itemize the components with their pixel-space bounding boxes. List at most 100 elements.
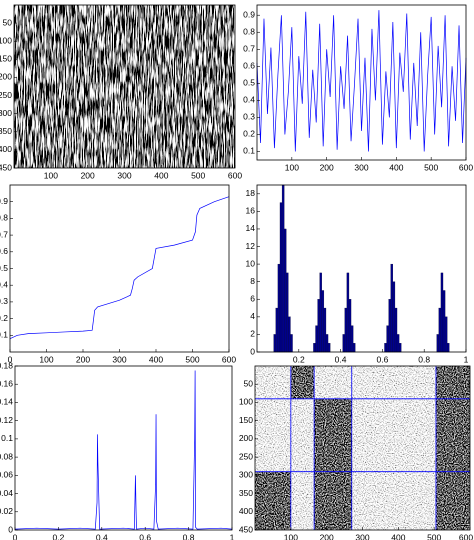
y-tick-label: 0.2 xyxy=(0,313,8,323)
y-tick-label: 18 xyxy=(246,188,256,198)
hist-bar xyxy=(327,343,331,353)
y-tick-label: 0.08 xyxy=(0,451,13,461)
data-line xyxy=(14,370,233,530)
y-tick-label: 10 xyxy=(246,258,256,268)
hist-bar xyxy=(396,334,400,353)
x-tick-label: 1 xyxy=(230,532,235,540)
hist-bar xyxy=(273,334,276,353)
axes-frame xyxy=(14,365,233,531)
x-tick-label: 500 xyxy=(427,532,441,540)
x-tick-label: 400 xyxy=(389,162,403,172)
hist-bar xyxy=(313,343,316,353)
y-tick-label: 0.5 xyxy=(243,78,255,88)
matrix-block xyxy=(255,471,291,530)
y-tick-label: 400 xyxy=(239,506,253,516)
x-tick-label: 0 xyxy=(13,532,18,540)
hist-bar xyxy=(386,325,389,353)
y-tick-label: 0.12 xyxy=(0,415,13,425)
y-tick-label: 0.8 xyxy=(0,213,8,223)
x-tick-label: 0.2 xyxy=(293,354,305,364)
hist-bar xyxy=(346,272,350,353)
y-tick-label: 0.5 xyxy=(0,263,8,273)
x-tick-label: 300 xyxy=(117,170,131,180)
x-tick-label: 100 xyxy=(44,170,58,180)
x-tick-label: 100 xyxy=(285,162,299,172)
y-tick-label: 100 xyxy=(0,35,12,45)
y-tick-label: 200 xyxy=(0,72,12,82)
y-tick-label: 0.1 xyxy=(1,433,13,443)
x-tick-label: 200 xyxy=(81,170,95,180)
y-tick-label: 0.6 xyxy=(243,61,255,71)
y-tick-label: 0.3 xyxy=(0,296,8,306)
y-tick-label: 0.4 xyxy=(243,95,255,105)
hist-bar xyxy=(388,299,391,353)
y-tick-label: 350 xyxy=(0,126,12,136)
y-tick-label: 0.14 xyxy=(0,397,13,407)
x-tick-label: 600 xyxy=(228,170,242,180)
y-tick-label: 250 xyxy=(239,451,253,461)
matrix-block xyxy=(290,366,315,399)
x-tick-label: 300 xyxy=(112,354,126,364)
y-tick-label: 150 xyxy=(239,415,253,425)
y-tick-label: 0.6 xyxy=(0,246,8,256)
x-tick-label: 0.6 xyxy=(139,532,151,540)
y-tick-label: 4 xyxy=(250,311,255,321)
x-tick-label: 0.8 xyxy=(183,532,195,540)
hist-bar xyxy=(350,325,354,353)
x-tick-label: 200 xyxy=(76,354,90,364)
y-tick-label: 0.8 xyxy=(243,27,255,37)
hist-bar xyxy=(325,334,329,353)
y-tick-label: 50 xyxy=(244,378,254,388)
hist-bar xyxy=(390,263,394,353)
y-tick-label: 0.02 xyxy=(0,506,13,516)
hist-bar xyxy=(344,307,348,353)
hist-bar xyxy=(438,307,442,353)
x-tick-label: 0 xyxy=(8,354,13,364)
data-line xyxy=(9,196,230,339)
hist-bar xyxy=(442,290,446,353)
y-tick-label: 350 xyxy=(239,488,253,498)
y-tick-label: 400 xyxy=(0,144,12,154)
hist-bar xyxy=(317,299,320,353)
x-tick-label: 500 xyxy=(185,354,199,364)
x-tick-label: 0.2 xyxy=(52,532,64,540)
x-tick-label: 0.4 xyxy=(335,354,347,364)
hist-bar xyxy=(436,334,439,353)
x-tick-label: 600 xyxy=(459,162,473,172)
y-tick-label: 0 xyxy=(250,346,255,356)
hist-bar xyxy=(447,343,450,353)
axes-frame xyxy=(9,184,230,353)
y-tick-label: 8 xyxy=(250,276,255,286)
matrix-block xyxy=(351,366,436,399)
x-tick-label: 200 xyxy=(320,162,334,172)
matrix-block xyxy=(351,471,436,530)
matrix-block xyxy=(435,471,470,530)
matrix-block xyxy=(314,471,352,530)
matrix-block xyxy=(255,398,291,472)
hist-bar xyxy=(279,202,283,353)
y-tick-label: 0.1 xyxy=(0,330,8,340)
y-tick-label: 14 xyxy=(246,223,256,233)
y-tick-label: 0.7 xyxy=(243,44,255,54)
y-tick-label: 0.7 xyxy=(0,229,8,239)
x-tick-label: 400 xyxy=(149,354,163,364)
y-tick-label: 0.9 xyxy=(0,196,8,206)
x-tick-label: 1 xyxy=(464,354,469,364)
y-tick-label: 6 xyxy=(250,294,255,304)
hist-bar xyxy=(321,290,325,353)
hist-bar xyxy=(281,184,285,353)
x-tick-label: 500 xyxy=(191,170,205,180)
y-tick-label: 0.3 xyxy=(243,112,255,122)
y-tick-label: 16 xyxy=(246,206,256,216)
data-line xyxy=(256,10,467,152)
matrix-block xyxy=(314,398,352,472)
hist-bar xyxy=(290,334,293,353)
matrix-block xyxy=(351,398,436,472)
y-tick-label: 0.1 xyxy=(243,146,255,156)
x-tick-label: 500 xyxy=(424,162,438,172)
y-tick-label: 250 xyxy=(0,90,12,100)
y-tick-label: 450 xyxy=(239,524,253,534)
matrix-block xyxy=(435,366,470,399)
hist-bar xyxy=(277,263,281,353)
